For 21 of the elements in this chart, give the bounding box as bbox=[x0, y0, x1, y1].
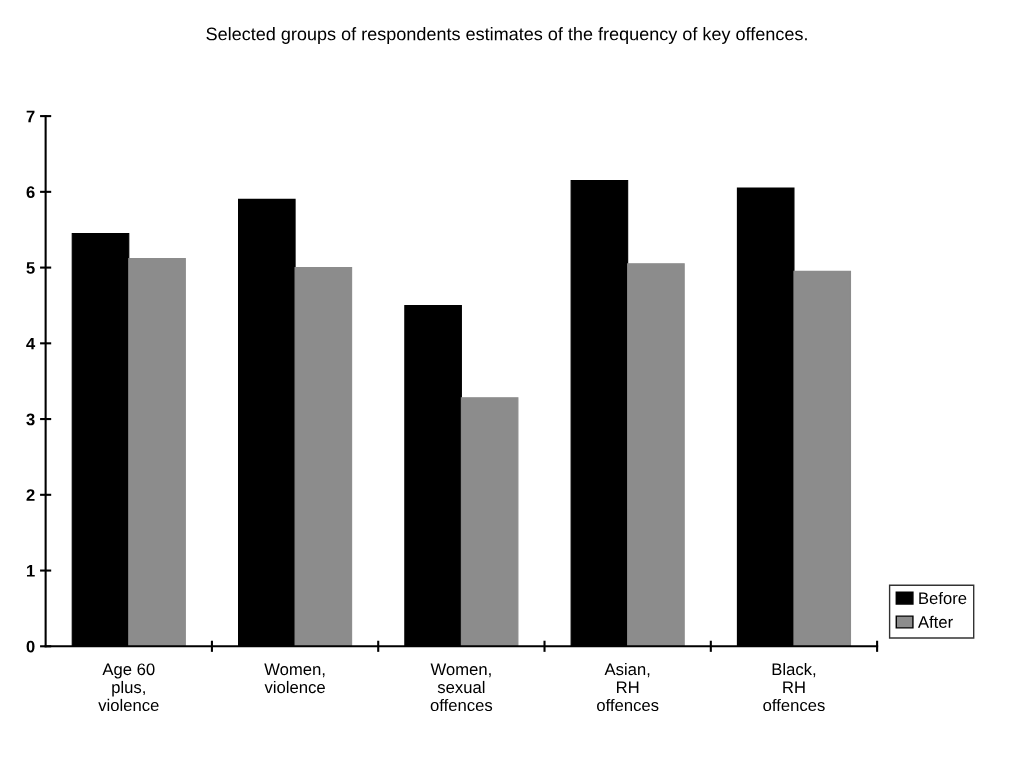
legend-label: After bbox=[917, 615, 953, 628]
bar bbox=[294, 267, 353, 647]
y-tick-label: 5 bbox=[26, 262, 35, 274]
y-tick-label: 1 bbox=[26, 565, 35, 577]
x-tick-label: Black, RH offences bbox=[763, 662, 825, 712]
legend-label: Before bbox=[919, 591, 967, 605]
bar bbox=[793, 270, 852, 647]
x-tick-label: Asian, RH offences bbox=[597, 662, 659, 712]
y-tick-label: 7 bbox=[26, 110, 35, 123]
bar bbox=[460, 397, 519, 647]
x-tick-label: Women, violence bbox=[264, 663, 325, 694]
y-tick-label: 2 bbox=[26, 489, 35, 501]
bar bbox=[128, 257, 186, 647]
y-tick-label: 0 bbox=[26, 640, 35, 653]
chart-title: Selected groups of respondents estimates of the frequency of key offences. bbox=[206, 27, 807, 44]
bar bbox=[627, 263, 685, 647]
x-tick-label: Women, sexual offences bbox=[430, 663, 493, 712]
y-tick-label: 4 bbox=[26, 337, 36, 350]
x-tick-label: Age 60 plus, violence bbox=[98, 663, 159, 712]
y-tick-label: 6 bbox=[26, 186, 35, 199]
y-tick-label: 3 bbox=[26, 413, 35, 426]
